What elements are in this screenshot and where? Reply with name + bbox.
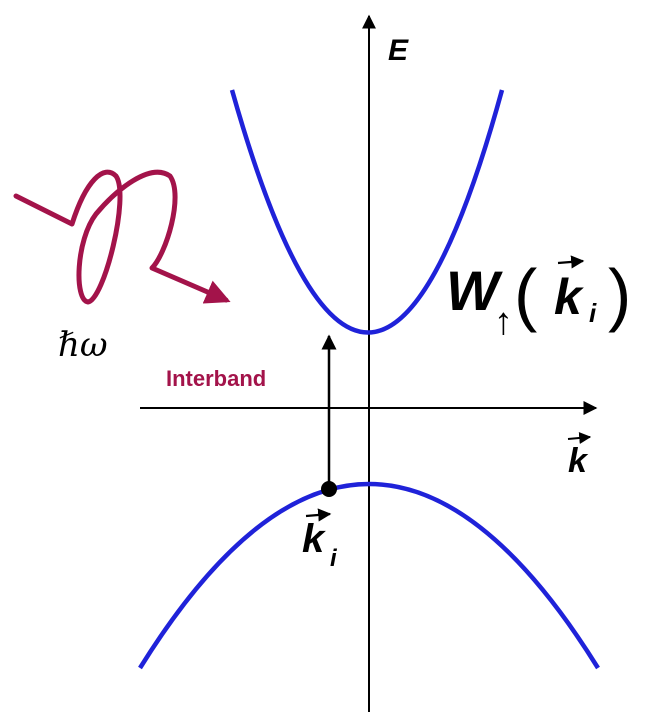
valence-band xyxy=(138,481,600,670)
rate-symbol-text: W xyxy=(446,259,503,322)
momentum-axis-text: k xyxy=(568,442,589,480)
vector-arrow-icon xyxy=(305,508,332,522)
interband-label: Interband xyxy=(166,366,266,391)
photon-wave-icon xyxy=(13,169,231,305)
vector-arrow-icon xyxy=(567,432,592,444)
conduction-band xyxy=(229,89,505,335)
photon-energy-label: ℏω xyxy=(58,325,108,365)
momentum-axis-label: k xyxy=(567,432,592,480)
energy-axis-label: E xyxy=(388,34,409,67)
close-paren: ) xyxy=(608,255,631,333)
rate-k-text: k xyxy=(554,269,584,325)
rate-sub-text: i xyxy=(589,298,597,328)
state-sub-text: i xyxy=(330,545,338,572)
state-k-text: k xyxy=(302,517,326,561)
open-paren: ( xyxy=(514,255,537,333)
transition-rate-label: W ↑ ( k i ) xyxy=(446,255,631,343)
initial-state-label: k i xyxy=(302,508,338,572)
initial-state-dot-icon xyxy=(321,481,337,497)
vector-arrow-icon xyxy=(557,255,585,269)
rate-spin-text: ↑ xyxy=(494,301,513,343)
